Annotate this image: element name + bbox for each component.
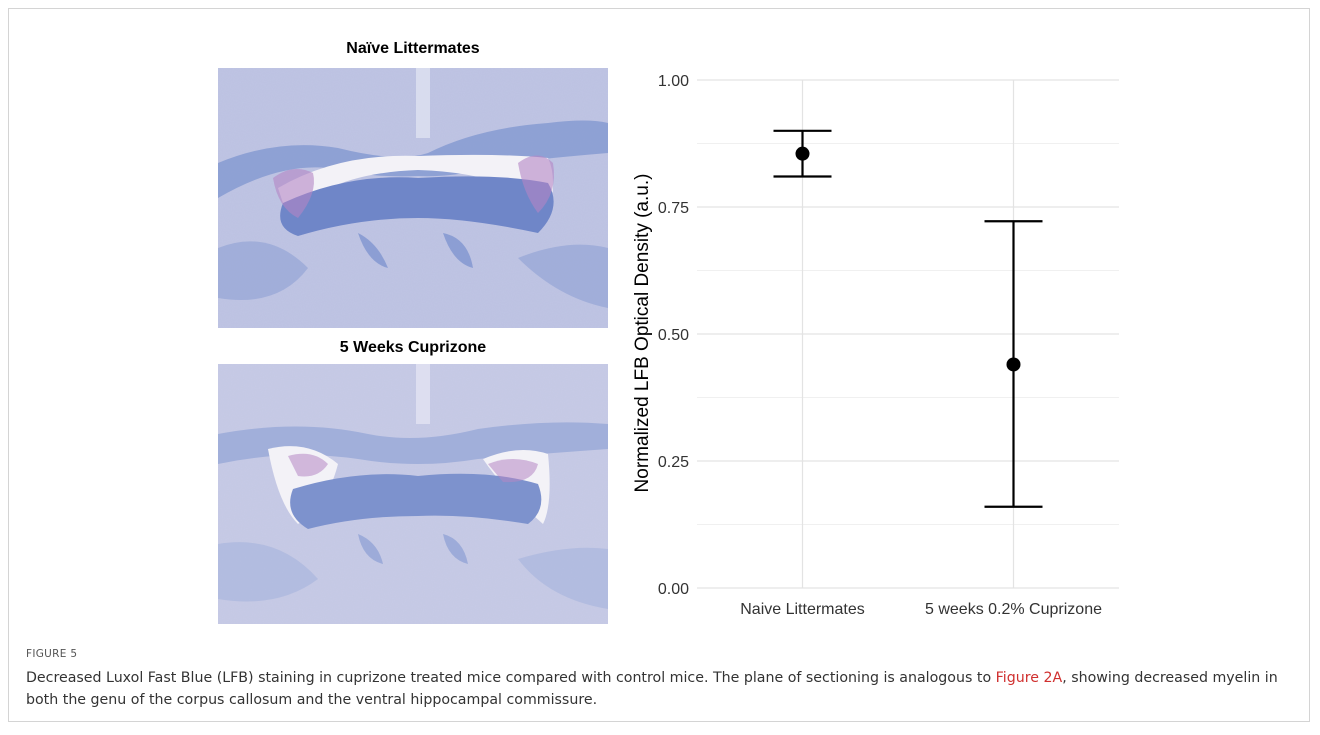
image-title-cuprizone: 5 Weeks Cuprizone	[339, 339, 487, 356]
y-tick-label: 0.50	[658, 327, 689, 344]
y-tick-label: 0.25	[658, 454, 689, 471]
data-point	[1006, 357, 1021, 372]
y-tick-label: 0.00	[658, 581, 689, 598]
image-title-naive: Naïve Littermates	[346, 40, 480, 57]
micrograph-naive-image	[218, 68, 608, 328]
micrograph-cuprizone	[218, 364, 608, 624]
figure-label: FIGURE 5	[26, 648, 78, 660]
caption-text-1: Decreased Luxol Fast Blue (LFB) staining…	[26, 670, 996, 686]
chart-marks	[773, 129, 1043, 508]
figure-2a-link[interactable]: Figure 2A	[995, 670, 1063, 686]
chart-grid	[697, 79, 1119, 589]
y-tick-label: 1.00	[658, 73, 689, 90]
x-tick-label: Naive Littermates	[740, 601, 865, 618]
y-tick-label: 0.75	[658, 200, 689, 217]
x-axis-ticks: Naive Littermates 5 weeks 0.2% Cuprizone	[740, 601, 1102, 618]
caption-text-2: , showing decreased myelin in both the g…	[26, 670, 1278, 708]
x-tick-label: 5 weeks 0.2% Cuprizone	[925, 601, 1102, 618]
y-axis-ticks: 0.00 0.25 0.50 0.75 1.00	[658, 73, 689, 598]
lfb-chart: 0.00 0.25 0.50 0.75 1.00 Naive Littermates 5 …	[632, 73, 1119, 618]
micrograph-cuprizone-image	[218, 364, 608, 624]
data-point	[795, 146, 810, 161]
micrograph-naive	[218, 68, 608, 328]
y-axis-label: Normalized LFB Optical Density (a.u.)	[632, 174, 653, 493]
figure-caption: Decreased Luxol Fast Blue (LFB) staining…	[26, 667, 1296, 711]
